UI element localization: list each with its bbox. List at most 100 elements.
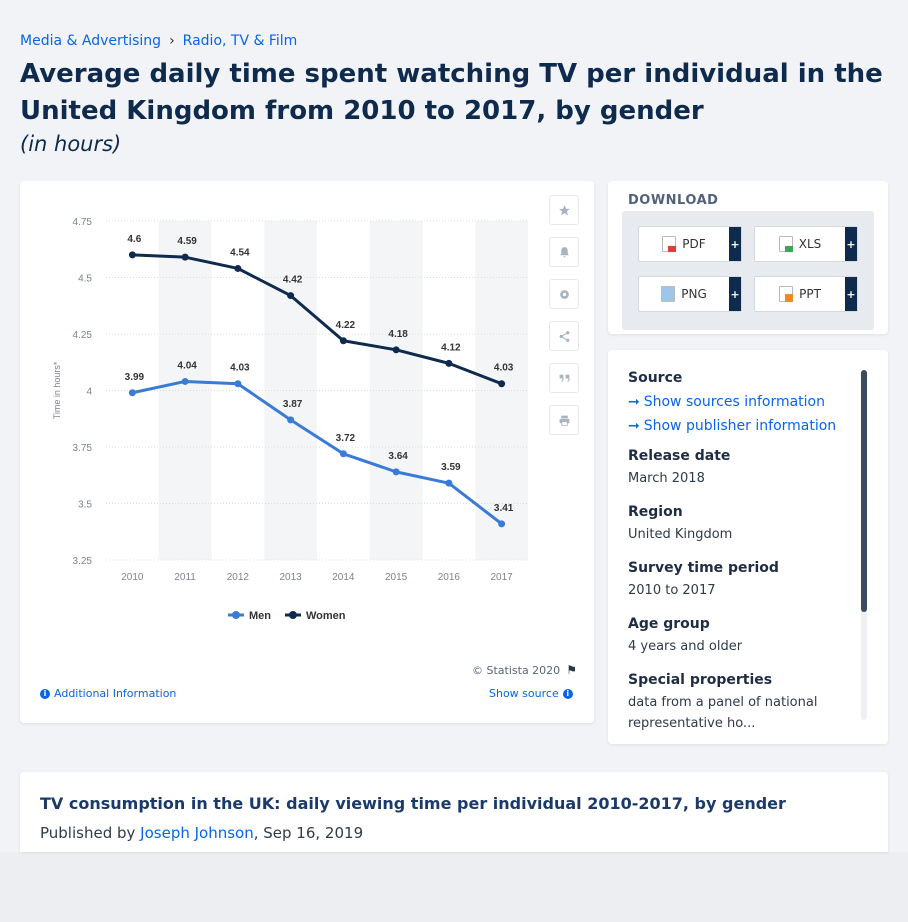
y-axis-label: Time in hours* (52, 361, 62, 419)
data-point-women (181, 253, 189, 261)
page-unit: (in hours) (20, 132, 122, 156)
survey-period-value: 2010 to 2017 (628, 583, 716, 598)
info-icon: i (562, 688, 573, 699)
download-card: DOWNLOAD PDF + XLS + PNG + PPT + (608, 181, 888, 334)
x-tick-label: 2011 (174, 572, 196, 583)
arrow-right-icon: ➞ (628, 418, 640, 434)
age-group-value: 4 years and older (628, 639, 743, 654)
region-value: United Kingdom (628, 527, 733, 542)
data-point-women (128, 251, 136, 259)
show-publisher-link[interactable]: ➞ Show publisher information (628, 414, 858, 438)
data-point-women (287, 292, 295, 300)
y-tick-label: 3.25 (73, 556, 93, 567)
breadcrumb: Media & Advertising › Radio, TV & Film (20, 33, 297, 49)
data-label-women: 4.03 (494, 363, 514, 374)
download-pdf-label: PDF (682, 237, 706, 251)
x-tick-label: 2010 (121, 572, 144, 583)
data-point-men (339, 450, 347, 458)
legend-marker-men (232, 611, 240, 619)
data-label-men: 3.41 (494, 503, 514, 514)
info-scroll-thumb[interactable] (861, 370, 867, 612)
y-tick-label: 4 (86, 387, 92, 398)
flag-icon[interactable]: ⚑ (566, 663, 577, 677)
data-label-women: 4.6 (127, 234, 141, 245)
plus-icon: + (729, 227, 741, 261)
data-point-men (234, 380, 242, 388)
data-point-women (339, 337, 347, 345)
column-band (264, 221, 317, 560)
data-point-men (445, 479, 453, 487)
legend-label-men: Men (249, 610, 271, 622)
download-xls-button[interactable]: XLS + (754, 226, 858, 262)
data-label-women: 4.54 (230, 247, 250, 258)
data-label-women: 4.42 (283, 275, 303, 286)
download-png-button[interactable]: PNG + (638, 276, 742, 312)
age-group-label: Age group (628, 616, 710, 632)
data-label-men: 3.99 (125, 372, 145, 383)
show-source-label: Show source (489, 687, 559, 700)
y-tick-label: 3.75 (73, 443, 93, 454)
region-label: Region (628, 504, 683, 520)
png-file-icon (661, 286, 676, 302)
chart-area: 3.25 3.5 3.75 4 4.25 4.5 4.75 2010 2011 2012 2013 2… (52, 217, 528, 622)
info-scrollbar[interactable] (861, 370, 867, 720)
data-label-women: 4.18 (388, 329, 408, 340)
chart-card: 3.25 3.5 3.75 4 4.25 4.5 4.75 2010 2011 2012 2013 2… (20, 181, 594, 723)
show-source-link[interactable]: Show source i (489, 687, 573, 700)
data-point-women (392, 346, 400, 354)
page-title: Average daily time spent watching TV per… (20, 59, 883, 126)
show-sources-link[interactable]: ➞ Show sources information (628, 390, 858, 414)
download-xls-label: XLS (798, 237, 822, 251)
published-by-label: Published by (40, 824, 136, 842)
arrow-right-icon: ➞ (628, 394, 640, 410)
plus-icon: + (845, 277, 857, 311)
additional-information-label: Additional Information (54, 687, 177, 700)
data-point-women (234, 264, 242, 272)
data-label-women: 4.12 (441, 342, 461, 353)
data-label-men: 3.72 (336, 433, 356, 444)
survey-period-label: Survey time period (628, 560, 779, 576)
star-icon[interactable] (549, 195, 579, 225)
special-properties-label: Special properties (628, 672, 773, 688)
source-label: Source (628, 370, 683, 386)
publication-card: TV consumption in the UK: daily viewing … (20, 772, 888, 852)
y-tick-label: 3.5 (78, 500, 92, 511)
breadcrumb-separator: › (169, 33, 175, 49)
data-label-women: 4.59 (177, 236, 197, 247)
show-publisher-label: Show publisher information (643, 418, 837, 434)
data-point-men (392, 468, 400, 476)
share-icon[interactable] (549, 321, 579, 351)
ppt-file-icon (779, 286, 794, 302)
legend-label-women: Women (306, 610, 346, 622)
breadcrumb-media-advertising[interactable]: Media & Advertising (20, 33, 162, 49)
download-options: PDF + XLS + PNG + PPT + (622, 211, 874, 330)
author-link[interactable]: Joseph Johnson (140, 824, 254, 842)
data-point-men (287, 416, 295, 424)
y-tick-label: 4.25 (73, 330, 93, 341)
download-png-label: PNG (681, 287, 707, 301)
publication-byline: Published by Joseph Johnson, Sep 16, 201… (40, 824, 363, 842)
additional-information-link[interactable]: i Additional Information (40, 687, 176, 700)
data-label-men: 3.87 (283, 399, 303, 410)
bell-icon[interactable] (549, 237, 579, 267)
publication-date: , Sep 16, 2019 (253, 824, 364, 842)
y-tick-label: 4.5 (78, 274, 92, 285)
data-point-men (128, 389, 136, 397)
release-date-label: Release date (628, 448, 731, 464)
download-pdf-button[interactable]: PDF + (638, 226, 742, 262)
publication-title: TV consumption in the UK: daily viewing … (40, 794, 786, 813)
x-tick-label: 2015 (385, 572, 408, 583)
data-label-women: 4.22 (336, 320, 356, 331)
x-tick-label: 2016 (438, 572, 461, 583)
download-ppt-button[interactable]: PPT + (754, 276, 858, 312)
download-ppt-label: PPT (799, 287, 821, 301)
breadcrumb-radio-tv-film[interactable]: Radio, TV & Film (182, 33, 298, 49)
x-tick-label: 2014 (332, 572, 355, 583)
xls-file-icon (778, 236, 793, 252)
print-icon[interactable] (549, 405, 579, 435)
plus-icon: + (845, 227, 857, 261)
y-tick-label: 4.75 (73, 217, 93, 228)
chart-toolbar (549, 195, 579, 447)
gear-icon[interactable] (549, 279, 579, 309)
quote-icon[interactable] (549, 363, 579, 393)
